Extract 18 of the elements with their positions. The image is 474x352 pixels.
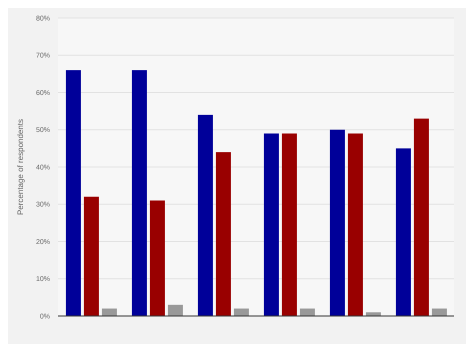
bar xyxy=(414,118,429,316)
bar xyxy=(132,70,147,316)
bar xyxy=(330,130,345,316)
bar xyxy=(216,152,231,316)
bar xyxy=(348,133,363,316)
bar xyxy=(300,308,315,316)
bar xyxy=(66,70,81,316)
bar xyxy=(150,200,165,316)
bar xyxy=(264,133,279,316)
bar xyxy=(168,304,183,316)
bar xyxy=(84,196,99,316)
bar xyxy=(102,308,117,316)
bar xyxy=(198,114,213,316)
bar xyxy=(396,148,411,316)
y-axis-title: Percentage of respondents xyxy=(16,118,25,216)
bar xyxy=(282,133,297,316)
bar xyxy=(234,308,249,316)
bar xyxy=(432,308,447,316)
